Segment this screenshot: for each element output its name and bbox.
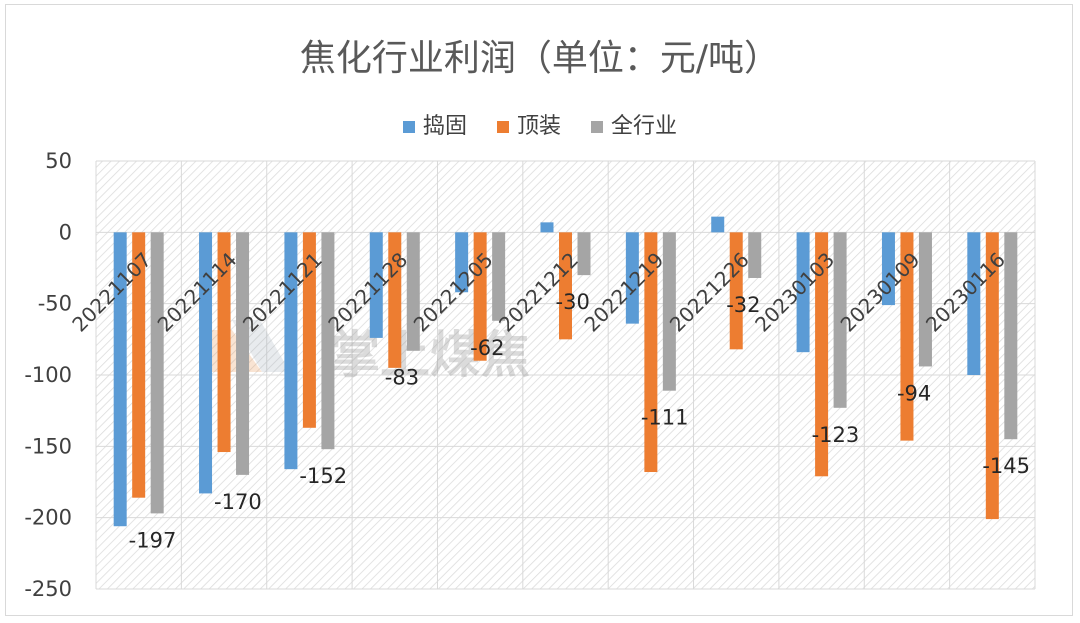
data-label: -152 bbox=[299, 464, 347, 488]
bar-quanhangye bbox=[406, 232, 420, 351]
data-label: -62 bbox=[470, 336, 504, 360]
y-tick-label: -200 bbox=[24, 506, 72, 530]
bar-daogu bbox=[284, 232, 298, 470]
bar-daogu bbox=[711, 216, 725, 233]
bar-quanhangye bbox=[833, 232, 847, 408]
bar-dingzhuang bbox=[900, 232, 914, 441]
y-tick-label: -250 bbox=[24, 577, 72, 601]
bar-quanhangye bbox=[748, 232, 762, 278]
bars bbox=[113, 216, 1018, 527]
bar-dingzhuang bbox=[388, 232, 402, 368]
bar-dingzhuang bbox=[473, 232, 487, 361]
watermark-text: 掌上煤焦 bbox=[330, 326, 530, 384]
legend-label: 捣固 bbox=[423, 114, 467, 139]
data-label: -123 bbox=[812, 423, 860, 447]
legend-item: 全行业 bbox=[591, 114, 677, 139]
bar-quanhangye bbox=[492, 232, 506, 321]
data-label: -170 bbox=[214, 490, 262, 514]
bar-quanhangye bbox=[662, 232, 676, 391]
bar-quanhangye bbox=[150, 232, 164, 514]
data-label: -32 bbox=[726, 293, 760, 317]
y-axis: 50 0 -50 -100 -150 -200 -250 bbox=[24, 149, 72, 601]
data-label: -94 bbox=[897, 381, 931, 405]
data-labels: -197 -170 -152 -83 -62 -30 -111 -32 -123 -94 -145 bbox=[129, 290, 1030, 552]
bar-quanhangye bbox=[321, 232, 335, 450]
bar-dingzhuang bbox=[815, 232, 829, 477]
data-label: -30 bbox=[556, 290, 590, 314]
y-tick-label: 50 bbox=[45, 149, 72, 173]
bar-dingzhuang bbox=[302, 232, 316, 428]
legend-item: 捣固 bbox=[403, 114, 467, 139]
bar-daogu bbox=[369, 232, 383, 338]
chart-title: 焦化行业利润（单位：元/吨） bbox=[300, 38, 780, 79]
bar-quanhangye bbox=[236, 232, 250, 475]
legend-swatch bbox=[591, 121, 603, 133]
bar-dingzhuang bbox=[217, 232, 231, 453]
bar-daogu bbox=[199, 232, 213, 494]
bar-daogu bbox=[796, 232, 810, 353]
bar-quanhangye bbox=[577, 232, 591, 276]
bar-dingzhuang bbox=[132, 232, 146, 498]
bar-daogu bbox=[455, 232, 469, 293]
bar-daogu bbox=[967, 232, 981, 375]
bar-quanhangye bbox=[918, 232, 932, 367]
y-tick-label: -150 bbox=[24, 434, 72, 458]
bar-daogu bbox=[881, 232, 895, 306]
bar-daogu bbox=[625, 232, 639, 324]
data-label: -197 bbox=[129, 528, 177, 552]
bar-dingzhuang bbox=[985, 232, 999, 520]
data-label: -145 bbox=[982, 454, 1030, 478]
y-tick-label: -50 bbox=[38, 292, 72, 316]
y-tick-label: -100 bbox=[24, 363, 72, 387]
legend-swatch bbox=[497, 121, 509, 133]
legend-label: 顶装 bbox=[517, 114, 561, 139]
legend-item: 顶装 bbox=[497, 114, 561, 139]
data-label: -111 bbox=[641, 406, 689, 430]
legend-label: 全行业 bbox=[611, 114, 677, 139]
watermark: 掌上煤焦 bbox=[204, 320, 530, 384]
legend: 捣固 顶装 全行业 bbox=[403, 114, 677, 139]
data-label: -83 bbox=[385, 366, 419, 390]
gridlines bbox=[95, 160, 1036, 590]
bar-daogu bbox=[113, 232, 127, 527]
bar-dingzhuang bbox=[644, 232, 658, 473]
bar-quanhangye bbox=[1004, 232, 1018, 440]
legend-swatch bbox=[403, 121, 415, 133]
y-tick-label: 0 bbox=[59, 220, 72, 244]
bar-daogu bbox=[540, 222, 554, 233]
bar-dingzhuang bbox=[559, 232, 572, 340]
bar-dingzhuang bbox=[729, 232, 743, 350]
